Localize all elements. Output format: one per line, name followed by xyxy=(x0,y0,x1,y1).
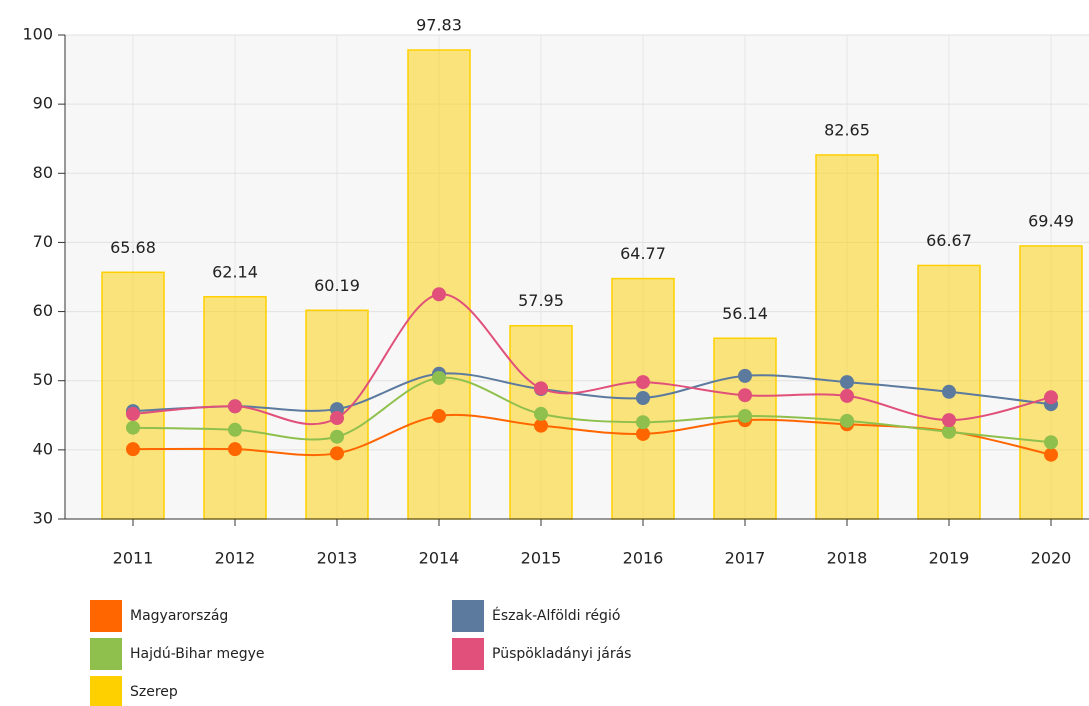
point xyxy=(330,411,344,426)
y-tick-label: 90 xyxy=(33,94,53,113)
legend-label: Hajdú-Bihar megye xyxy=(130,646,265,662)
point xyxy=(1044,447,1058,462)
point xyxy=(228,399,242,414)
x-tick-label: 2019 xyxy=(929,549,970,568)
legend-label: Magyarország xyxy=(130,608,228,624)
legend-swatch xyxy=(452,600,484,632)
y-tick-label: 40 xyxy=(33,439,53,458)
bar xyxy=(713,337,777,520)
data-label: 56.14 xyxy=(722,304,768,323)
y-tick-label: 70 xyxy=(33,232,53,251)
y-tick-label: 30 xyxy=(33,509,53,528)
line xyxy=(132,293,1052,426)
x-tick-label: 2014 xyxy=(419,549,460,568)
point xyxy=(942,384,956,399)
point xyxy=(126,420,140,435)
x-tick-label: 2018 xyxy=(827,549,868,568)
line xyxy=(132,376,1052,444)
legend-swatch xyxy=(90,638,122,670)
point xyxy=(126,442,140,457)
legend-label: Észak-Alföldi régió xyxy=(492,607,620,624)
x-tick-label: 2015 xyxy=(521,549,562,568)
data-label: 64.77 xyxy=(620,244,666,263)
point xyxy=(636,391,650,405)
y-tick-label: 100 xyxy=(22,25,53,44)
data-label: 82.65 xyxy=(824,120,870,139)
point xyxy=(534,406,548,421)
data-label: 62.14 xyxy=(212,262,258,281)
legend-label: Szerep xyxy=(130,684,178,700)
point xyxy=(432,287,446,302)
point xyxy=(126,406,140,421)
point xyxy=(432,370,446,385)
y-tick-label: 60 xyxy=(33,301,53,320)
point xyxy=(840,413,854,428)
data-label: 97.83 xyxy=(416,16,462,35)
bar xyxy=(101,271,165,520)
point xyxy=(738,388,752,403)
data-label: 57.95 xyxy=(518,291,564,310)
bar xyxy=(815,154,879,520)
point xyxy=(1044,435,1058,450)
point xyxy=(534,418,548,433)
y-tick-label: 80 xyxy=(33,163,53,182)
point xyxy=(738,408,752,423)
point xyxy=(636,375,650,390)
legend-swatch xyxy=(90,676,122,706)
x-tick-label: 2011 xyxy=(113,549,154,568)
legend-swatch xyxy=(452,638,484,670)
point xyxy=(738,368,752,383)
x-tick-label: 2016 xyxy=(623,549,664,568)
point xyxy=(1044,390,1058,405)
data-label: 66.67 xyxy=(926,231,972,250)
legend-label: Püspökladányi járás xyxy=(492,646,631,662)
point xyxy=(228,422,242,437)
bar xyxy=(1019,245,1083,520)
x-tick-label: 2017 xyxy=(725,549,766,568)
point xyxy=(636,415,650,430)
legend-swatch xyxy=(90,600,122,632)
point xyxy=(636,426,650,441)
data-label: 60.19 xyxy=(314,276,360,295)
data-label: 65.68 xyxy=(110,238,156,257)
point xyxy=(534,381,548,396)
point xyxy=(840,375,854,390)
point xyxy=(432,408,446,423)
x-tick-label: 2020 xyxy=(1031,549,1072,568)
point xyxy=(942,424,956,439)
point xyxy=(330,446,344,461)
y-tick-label: 50 xyxy=(33,370,53,389)
data-label: 69.49 xyxy=(1028,211,1074,230)
point xyxy=(330,429,344,444)
point xyxy=(228,442,242,457)
line xyxy=(132,372,1052,413)
x-tick-label: 2012 xyxy=(215,549,256,568)
x-tick-label: 2013 xyxy=(317,549,358,568)
point xyxy=(840,388,854,403)
point xyxy=(942,413,956,428)
bar xyxy=(407,49,471,520)
